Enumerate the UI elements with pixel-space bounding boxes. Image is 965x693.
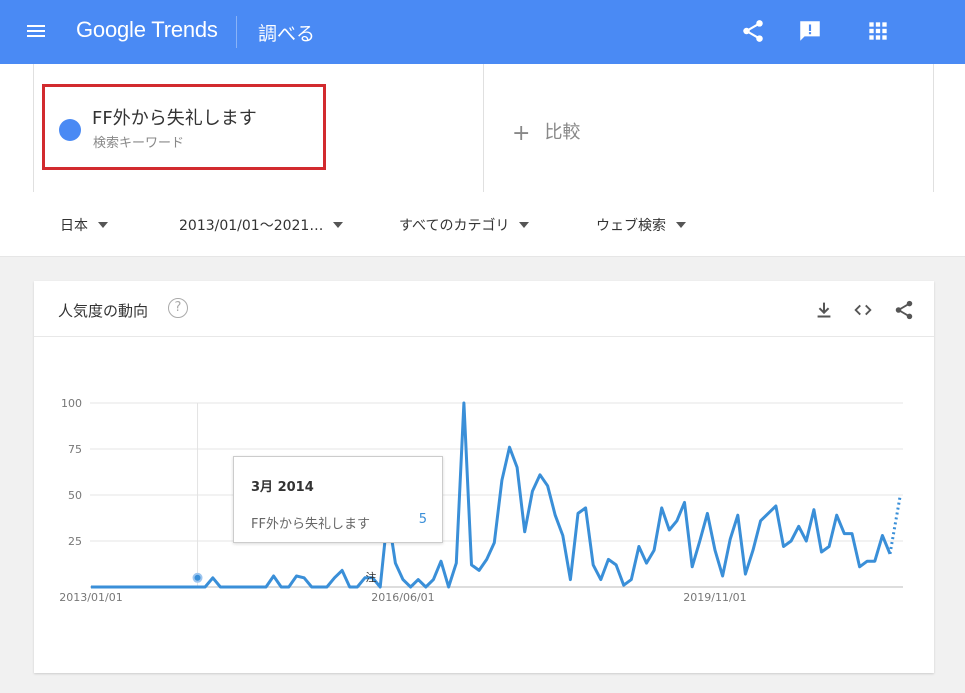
card-title: 人気度の動向	[58, 302, 149, 320]
menu-icon[interactable]	[25, 22, 47, 42]
header-divider	[236, 16, 237, 48]
interest-over-time-card: 人気度の動向 ?	[34, 281, 934, 673]
search-term-box[interactable]	[33, 64, 484, 192]
category-label: すべてのカテゴリ	[399, 218, 510, 234]
dropdown-arrow-icon	[676, 222, 686, 228]
download-icon[interactable]	[813, 299, 835, 321]
period-filter[interactable]: 2013/01/01～2021…	[179, 215, 344, 235]
partial-data-line	[888, 496, 902, 555]
google-trends-logo[interactable]: Google Trends	[76, 17, 218, 43]
tooltip-term: FF外から失礼します	[251, 517, 370, 532]
highlight-box	[42, 84, 326, 170]
dropdown-arrow-icon	[519, 222, 530, 228]
term-color-dot	[59, 119, 81, 141]
page-title: 調べる	[258, 23, 316, 45]
region-filter[interactable]: 日本	[60, 215, 108, 235]
search-panel	[0, 64, 965, 257]
feedback-icon[interactable]	[797, 18, 823, 44]
share-icon[interactable]	[740, 18, 766, 44]
search-term-type: 検索キーワード	[93, 136, 185, 151]
period-label: 2013/01/01～2021…	[179, 218, 324, 234]
search-type-filter[interactable]: ウェブ検索	[596, 215, 686, 235]
share-icon[interactable]	[893, 299, 915, 321]
compare-label: 比較	[544, 122, 581, 143]
logo-google-text: Google	[76, 17, 146, 42]
compare-button[interactable]: + 比較	[512, 118, 580, 146]
y-tick-label: 25	[68, 535, 82, 548]
top-app-bar: Google Trends 調べる	[0, 0, 965, 64]
panel-divider	[0, 256, 965, 257]
dropdown-arrow-icon	[333, 222, 344, 228]
apps-grid-icon[interactable]	[865, 18, 891, 44]
x-tick-label: 2016/06/01	[371, 591, 434, 604]
chart-tooltip: 3月 2014 FF外から失礼します 5	[233, 456, 443, 543]
tooltip-date: 3月 2014	[251, 480, 314, 495]
card-separator	[34, 336, 934, 337]
tooltip-value: 5	[418, 512, 427, 527]
region-label: 日本	[60, 218, 88, 234]
series-line	[91, 401, 892, 589]
help-icon[interactable]: ?	[168, 298, 188, 318]
plus-icon: +	[512, 121, 531, 146]
x-tick-label: 2013/01/01	[59, 591, 122, 604]
chart-note-marker: 注	[366, 570, 377, 584]
x-tick-label: 2019/11/01	[683, 591, 746, 604]
y-tick-label: 50	[68, 489, 82, 502]
category-filter[interactable]: すべてのカテゴリ	[399, 215, 530, 235]
search-type-label: ウェブ検索	[596, 218, 666, 234]
dropdown-arrow-icon	[98, 222, 108, 228]
hover-point	[192, 572, 203, 583]
embed-code-icon[interactable]	[852, 299, 874, 321]
logo-trends-text: Trends	[151, 17, 218, 42]
y-tick-label: 75	[68, 443, 82, 456]
y-tick-label: 100	[61, 397, 82, 410]
compare-divider	[933, 64, 934, 192]
search-term[interactable]: FF外から失礼します	[92, 108, 257, 129]
